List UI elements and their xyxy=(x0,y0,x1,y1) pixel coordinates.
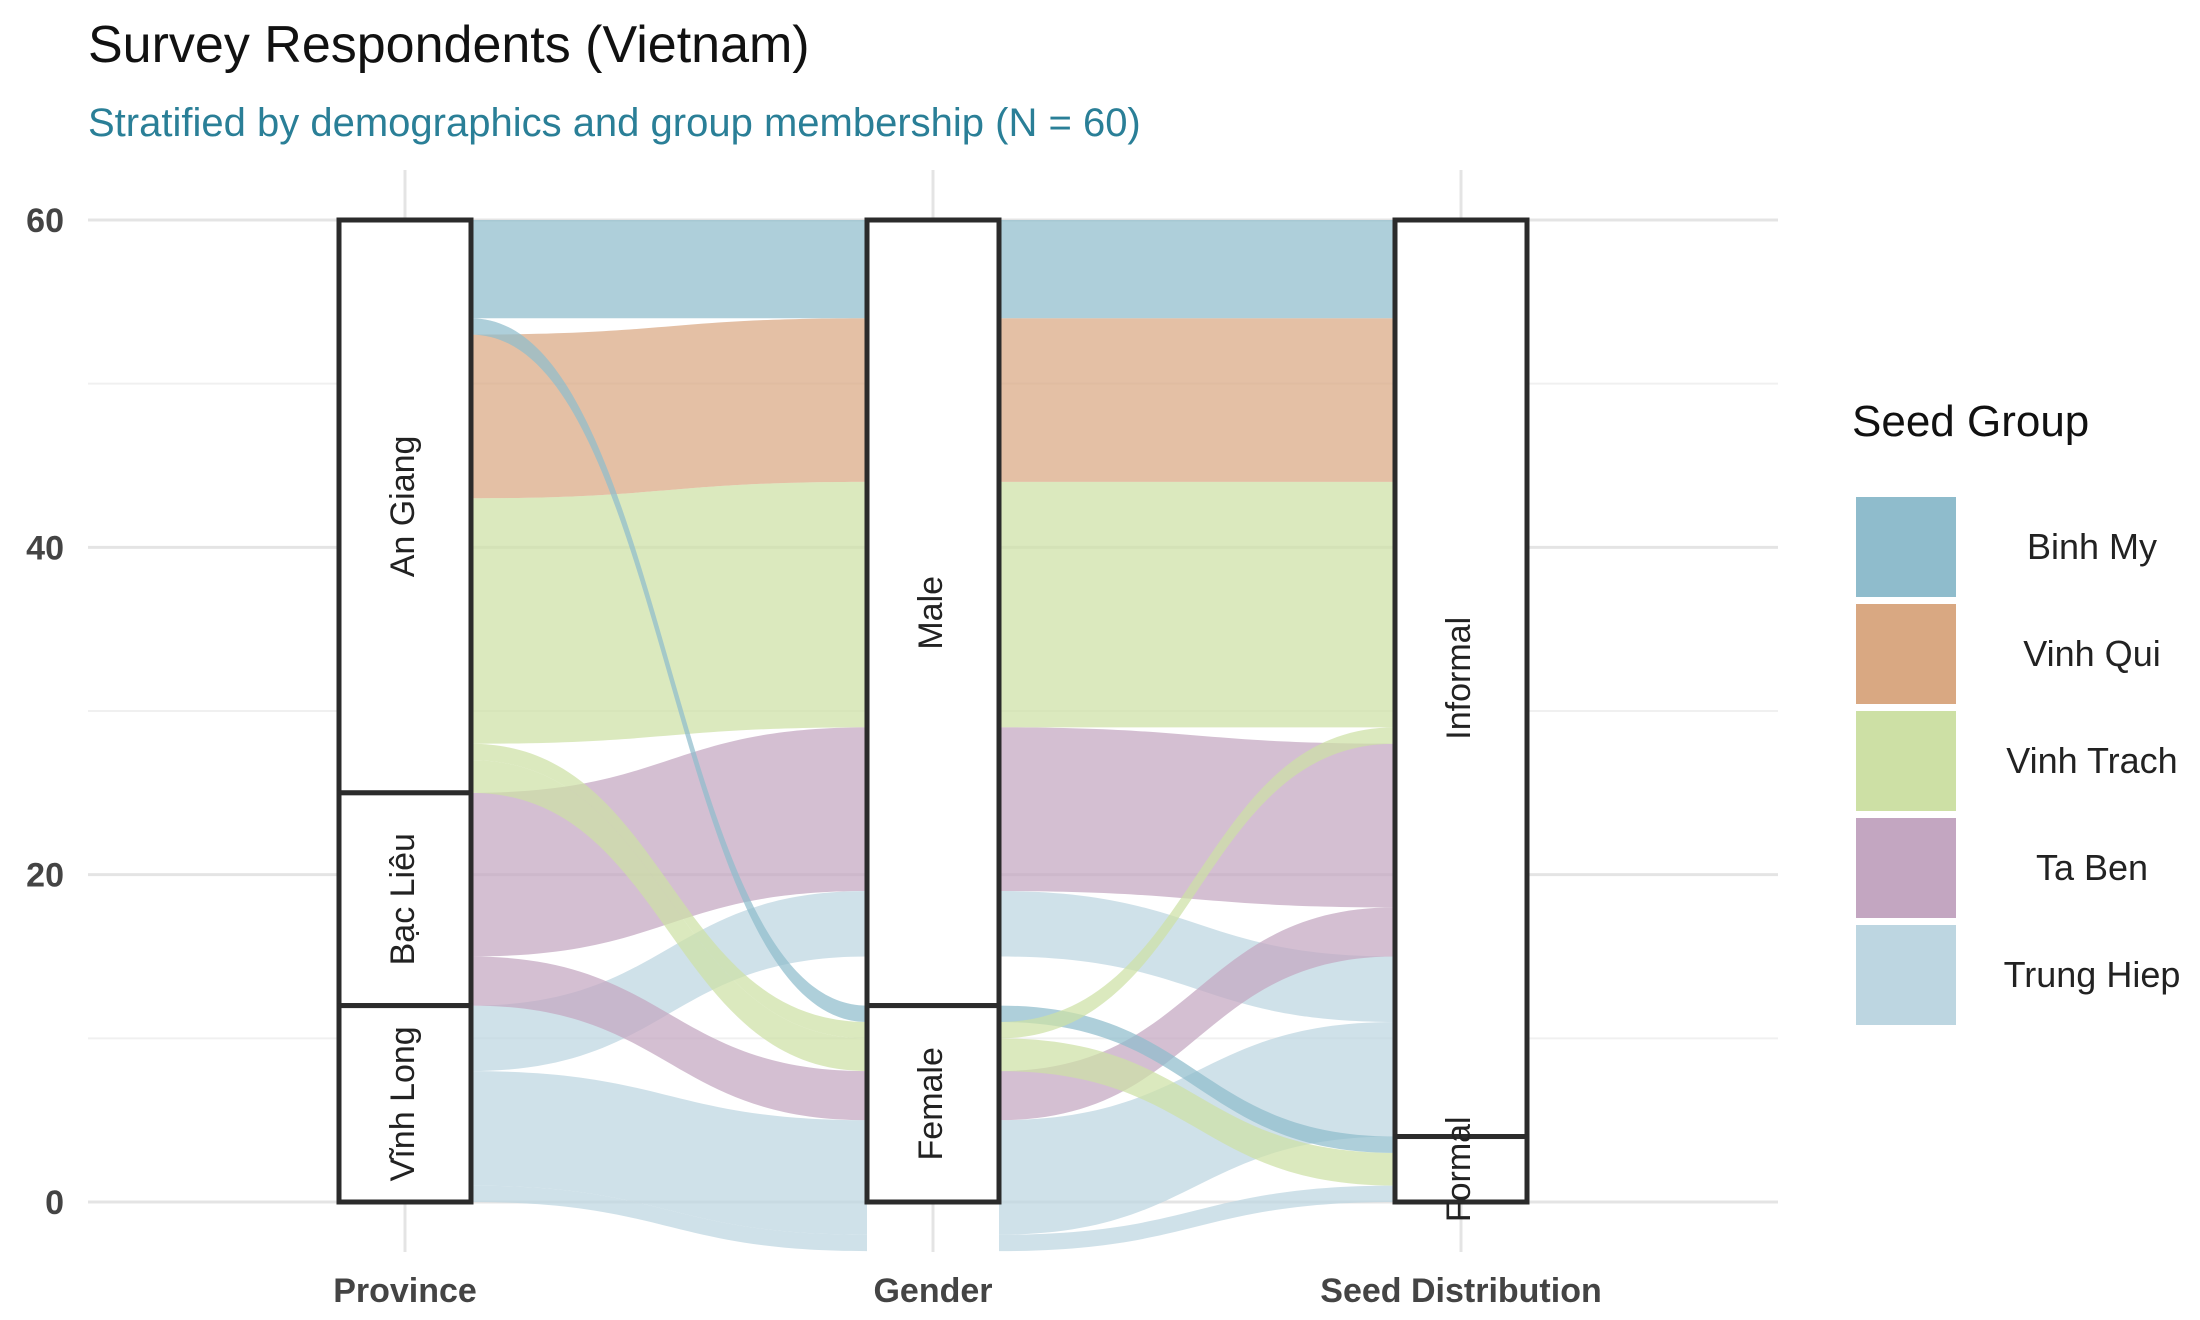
flow-trung-hiep-gender-to-seed-distribution xyxy=(999,891,1395,1022)
flow-vinh-trach-gender-to-seed-distribution xyxy=(999,481,1395,728)
x-tick-seed-distribution: Seed Distribution xyxy=(1320,1272,1601,1310)
flow-vinh-qui-province-to-gender xyxy=(471,318,867,499)
stratum-female xyxy=(864,1003,1002,1205)
flow-vinh-trach-gender-to-seed-distribution xyxy=(999,1038,1395,1186)
legend: Seed Group Binh My Vinh Qui Vinh Trach Ta B… xyxy=(1852,397,2180,1025)
legend-label-trung-hiep: Trung Hiep xyxy=(2004,954,2181,995)
flow-ta-ben-province-to-gender xyxy=(471,727,867,957)
stratum-male xyxy=(864,217,1002,1009)
legend-swatch-binh-my xyxy=(1856,497,1956,597)
legend-label-ta-ben: Ta Ben xyxy=(2036,847,2148,888)
stratum-layer: An Giang Bạc Liêu Vĩnh Long Male Female Infor… xyxy=(336,217,1530,1222)
stratum-label-informal: Informal xyxy=(1440,617,1478,740)
stratum-label-an-giang: An Giang xyxy=(384,436,422,578)
stratum-vinh-long xyxy=(336,1003,474,1205)
chart-title: Survey Respondents (Vietnam) xyxy=(88,16,810,74)
axis-layer: 0 20 40 60 Province Gender Seed Distribution xyxy=(26,202,1602,1310)
flow-ta-ben-province-to-gender xyxy=(471,956,867,1121)
flow-vinh-trach-province-to-gender xyxy=(471,760,867,1072)
legend-title: Seed Group xyxy=(1852,397,2089,446)
flow-vinh-trach-gender-to-seed-distribution xyxy=(999,727,1395,1039)
stratum-label-male: Male xyxy=(912,576,950,650)
legend-swatch-trung-hiep xyxy=(1856,925,1956,1025)
stratum-label-bac-lieu: Bạc Liêu xyxy=(384,833,422,965)
y-tick-label: 40 xyxy=(26,529,64,567)
x-tick-province: Province xyxy=(333,1272,477,1310)
stratum-label-female: Female xyxy=(912,1047,950,1160)
flow-binh-my-province-to-gender xyxy=(471,220,867,319)
stratum-label-vinh-long: Vĩnh Long xyxy=(384,1026,422,1181)
flow-binh-my-gender-to-seed-distribution xyxy=(999,220,1395,319)
y-tick-label: 20 xyxy=(26,857,64,895)
legend-label-vinh-trach: Vinh Trach xyxy=(2006,740,2177,781)
x-tick-gender: Gender xyxy=(873,1272,992,1310)
legend-swatch-vinh-trach xyxy=(1856,711,1956,811)
legend-label-vinh-qui: Vinh Qui xyxy=(2023,633,2160,674)
y-tick-label: 0 xyxy=(45,1184,64,1222)
chart-subtitle: Stratified by demographics and group mem… xyxy=(88,101,1141,145)
legend-swatch-vinh-qui xyxy=(1856,604,1956,704)
flow-trung-hiep-province-to-gender xyxy=(471,1185,867,1252)
flow-trung-hiep-province-to-gender xyxy=(471,1071,867,1235)
flow-vinh-trach-province-to-gender xyxy=(471,743,867,1039)
legend-label-binh-my: Binh My xyxy=(2027,526,2157,567)
flow-trung-hiep-gender-to-seed-distribution xyxy=(999,1185,1395,1252)
flow-layer xyxy=(471,220,1395,1252)
stratum-formal xyxy=(1392,1134,1530,1205)
legend-swatch-ta-ben xyxy=(1856,818,1956,918)
flow-vinh-trach-province-to-gender xyxy=(471,481,867,744)
stratum-informal xyxy=(1392,217,1530,1140)
stratum-an-giang xyxy=(336,217,474,796)
stratum-label-formal: Formal xyxy=(1440,1116,1478,1222)
flow-vinh-qui-gender-to-seed-distribution xyxy=(999,318,1395,482)
flow-binh-my-province-to-gender xyxy=(471,318,867,1022)
flow-binh-my-gender-to-seed-distribution xyxy=(999,1005,1395,1153)
y-tick-label: 60 xyxy=(26,202,64,240)
